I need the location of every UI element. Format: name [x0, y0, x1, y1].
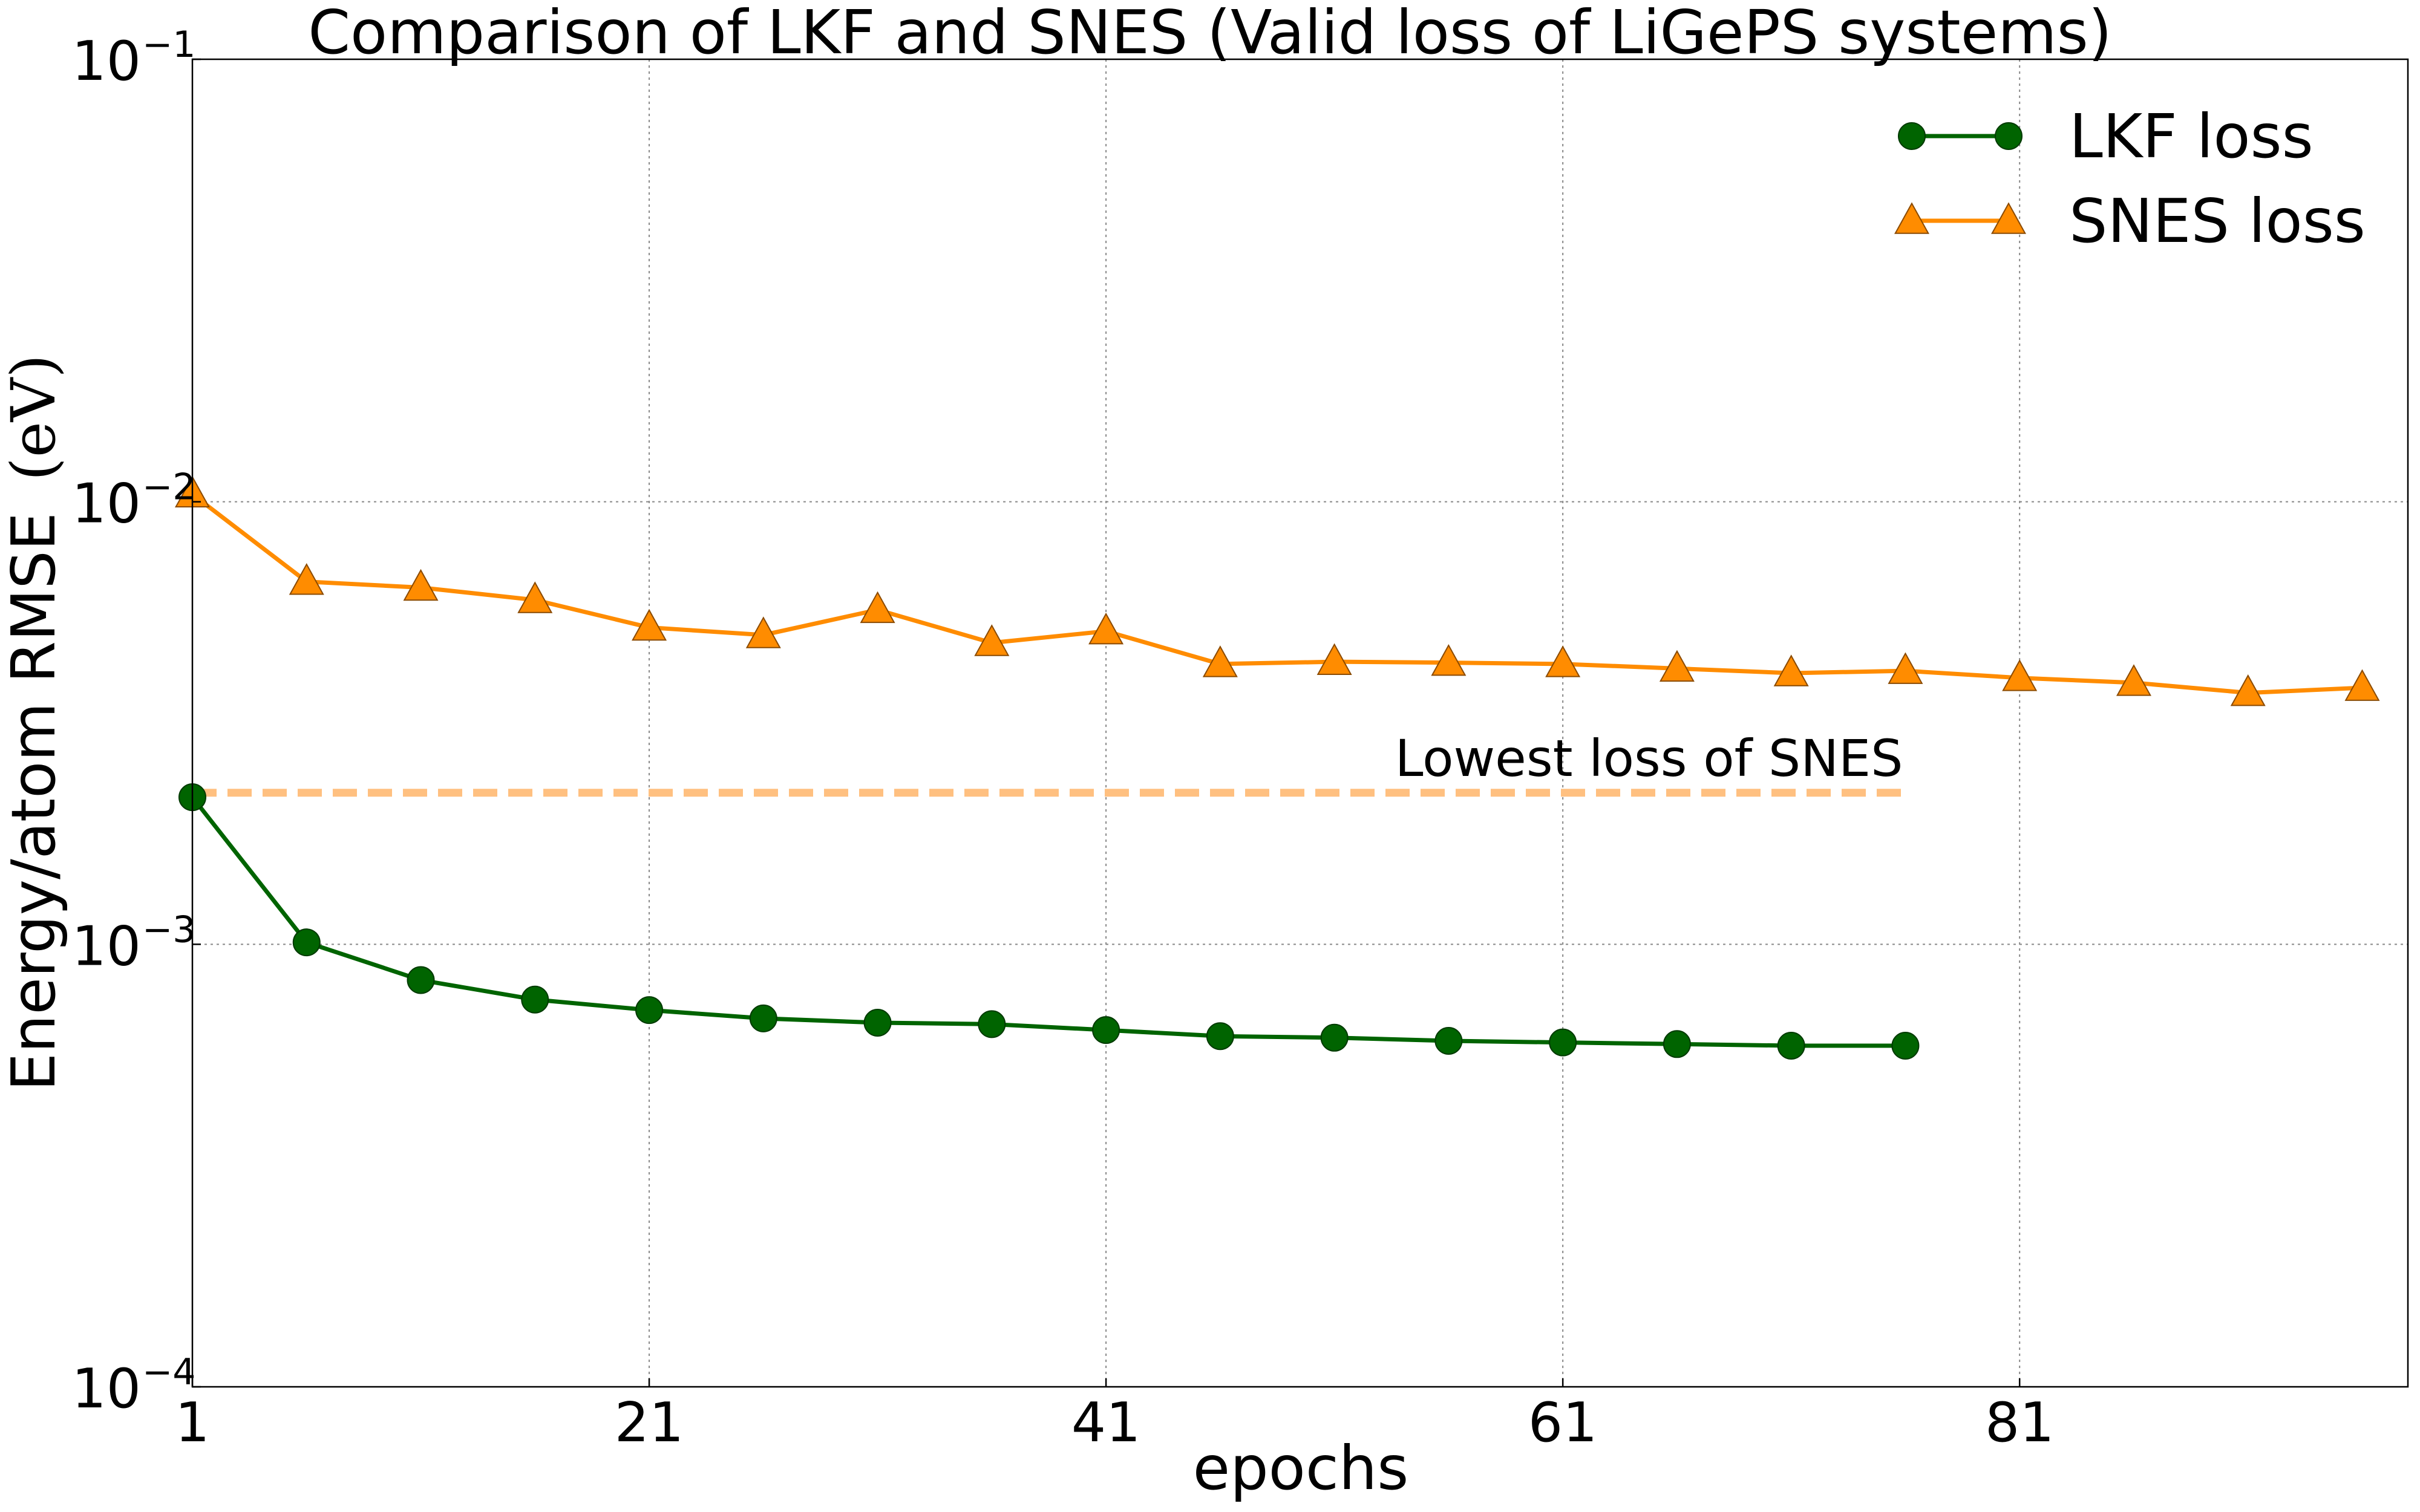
x-tick-label: 21	[615, 1391, 684, 1455]
data-point	[1320, 1023, 1349, 1052]
y-tick-label: 10	[71, 472, 141, 536]
series-line	[191, 492, 2363, 696]
data-point	[1434, 1027, 1463, 1055]
data-point	[1777, 1031, 1805, 1060]
x-tick-label: 41	[1071, 1391, 1141, 1455]
legend: LKF loss SNES loss	[1894, 101, 2366, 256]
data-point	[1431, 644, 1467, 676]
data-point	[1316, 643, 1352, 675]
data-point	[863, 1008, 892, 1037]
data-point	[860, 591, 895, 624]
y-axis-label-text: Energy/atom RMSE	[0, 512, 69, 1091]
chart-title: Comparison of LKF and SNES (Valid loss o…	[308, 0, 2112, 68]
data-point	[1088, 612, 1124, 645]
legend-marker	[1894, 202, 1929, 234]
legend-marker	[1898, 122, 1926, 150]
data-point	[403, 569, 439, 601]
x-tick-label: 61	[1528, 1391, 1598, 1455]
y-tick-label: 10	[71, 1357, 141, 1421]
data-point	[407, 966, 435, 994]
y-tick-base: 10	[71, 472, 141, 536]
data-point	[632, 608, 667, 641]
x-tick-label: 81	[1985, 1391, 2055, 1455]
legend-marker	[1995, 122, 2023, 150]
data-point	[1663, 1030, 1691, 1058]
grid	[192, 59, 2408, 1387]
data-point	[1773, 654, 1809, 686]
plot-frame	[191, 58, 2409, 1388]
y-axis-label: Energy/atom RMSE (eV)	[0, 354, 69, 1091]
data-point	[745, 616, 781, 648]
data-point	[521, 985, 549, 1014]
data-point	[1659, 650, 1695, 682]
data-point	[2230, 674, 2266, 706]
data-point	[978, 1010, 1006, 1038]
y-tick-exponent: −1	[142, 24, 195, 66]
data-point	[2002, 659, 2038, 691]
data-point	[292, 928, 321, 957]
series-0	[178, 783, 1920, 1060]
data-point	[289, 563, 324, 595]
data-point	[1545, 645, 1581, 677]
data-point	[1888, 652, 1923, 684]
legend-label: LKF loss	[2069, 101, 2314, 172]
data-point	[974, 624, 1010, 656]
x-ticks: 1 21 41 61 81	[175, 1378, 2054, 1455]
x-tick-label: 1	[175, 1391, 209, 1455]
reference-line-group: Lowest loss of SNES	[192, 729, 1906, 797]
series-line	[191, 795, 1906, 1048]
y-tick-base: 10	[71, 1357, 141, 1421]
data-point	[1891, 1031, 1920, 1060]
reference-line-label: Lowest loss of SNES	[1395, 729, 1903, 788]
y-tick-label: 10	[71, 30, 141, 93]
x-axis-label: epochs	[1193, 1433, 1409, 1504]
y-tick-exponent: −4	[142, 1351, 195, 1393]
data-point	[2116, 664, 2151, 696]
data-point	[1549, 1028, 1577, 1057]
data-point	[1202, 645, 1238, 677]
series-layer	[175, 475, 2380, 1060]
y-tick-base: 10	[71, 30, 141, 93]
y-tick-base: 10	[71, 914, 141, 978]
data-point	[749, 1004, 777, 1032]
data-point	[517, 581, 553, 613]
y-tick-label: 10	[71, 914, 141, 978]
y-tick-exponent: −2	[142, 466, 195, 509]
data-point	[1092, 1016, 1120, 1044]
data-point	[635, 996, 664, 1025]
data-point	[2344, 669, 2380, 701]
legend-label: SNES loss	[2069, 186, 2366, 256]
y-ticks: 10−110−210−310−4	[71, 24, 201, 1421]
data-point	[1206, 1022, 1234, 1051]
legend-marker	[1991, 202, 2026, 234]
series-1	[175, 475, 2380, 706]
y-axis-label-unit: (eV)	[0, 354, 69, 481]
y-tick-exponent: −3	[142, 908, 195, 951]
